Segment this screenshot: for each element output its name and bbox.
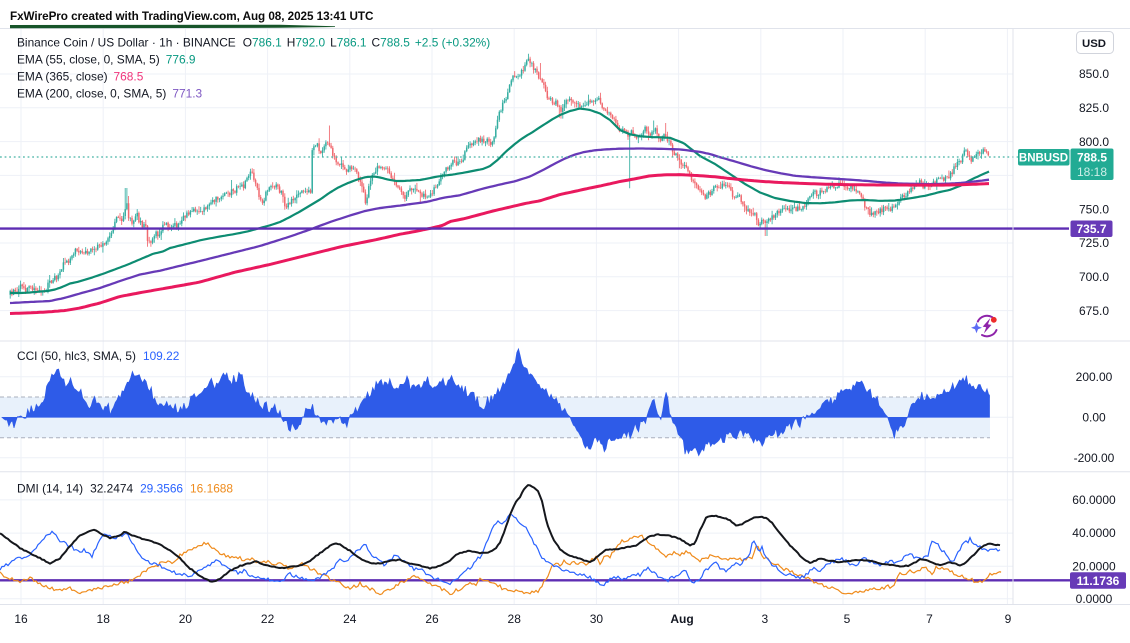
svg-text:30: 30: [590, 612, 604, 626]
svg-text:18:18: 18:18: [1077, 165, 1107, 179]
svg-text:60.0000: 60.0000: [1072, 493, 1116, 507]
svg-text:0.0000: 0.0000: [1076, 592, 1113, 606]
svg-text:28: 28: [508, 612, 522, 626]
svg-text:7: 7: [926, 612, 933, 626]
svg-text:750.0: 750.0: [1079, 202, 1109, 216]
svg-text:700.0: 700.0: [1079, 270, 1109, 284]
svg-text:675.0: 675.0: [1079, 304, 1109, 318]
svg-text:EMA (365, close)768.5: EMA (365, close) 768.5: [17, 70, 144, 84]
svg-text:5: 5: [844, 612, 851, 626]
svg-text:20: 20: [179, 612, 193, 626]
svg-text:800.0: 800.0: [1079, 135, 1109, 149]
svg-text:EMA (55, close, 0, SMA, 5)776.: EMA (55, close, 0, SMA, 5) 776.9: [17, 53, 196, 67]
svg-text:735.7: 735.7: [1076, 222, 1106, 236]
svg-text:Binance Coin / US Dollar · 1h: Binance Coin / US Dollar · 1h · BINANCE O…: [17, 36, 490, 50]
svg-text:26: 26: [425, 612, 439, 626]
svg-text:-200.00: -200.00: [1074, 451, 1115, 465]
svg-text:20.0000: 20.0000: [1072, 559, 1116, 573]
svg-text:11.1736: 11.1736: [1077, 574, 1120, 588]
svg-text:825.0: 825.0: [1079, 101, 1109, 115]
svg-text:850.0: 850.0: [1079, 67, 1109, 81]
svg-text:788.5: 788.5: [1077, 151, 1107, 165]
svg-text:725.0: 725.0: [1079, 236, 1109, 250]
svg-text:16: 16: [14, 612, 28, 626]
svg-text:22: 22: [261, 612, 275, 626]
svg-text:USD: USD: [1082, 38, 1106, 50]
svg-text:3: 3: [761, 612, 768, 626]
svg-text:9: 9: [1005, 612, 1012, 626]
svg-text:24: 24: [343, 612, 357, 626]
svg-text:BNBUSD: BNBUSD: [1019, 153, 1068, 165]
svg-text:FxWirePro created with Trading: FxWirePro created with TradingView.com, …: [10, 10, 374, 23]
svg-text:200.00: 200.00: [1076, 370, 1113, 384]
svg-text:0.00: 0.00: [1082, 411, 1106, 425]
svg-text:Aug: Aug: [670, 612, 693, 626]
svg-text:EMA (200, close, 0, SMA, 5)771: EMA (200, close, 0, SMA, 5) 771.3: [17, 87, 203, 101]
svg-text:40.0000: 40.0000: [1072, 526, 1116, 540]
svg-text:18: 18: [97, 612, 111, 626]
svg-text:CCI (50, hlc3, SMA, 5)109.22: CCI (50, hlc3, SMA, 5) 109.22: [17, 349, 180, 363]
